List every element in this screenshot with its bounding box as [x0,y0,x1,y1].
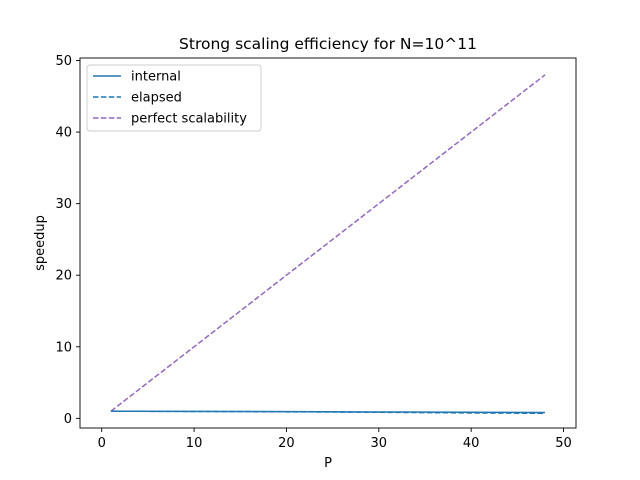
x-tick-label: 20 [278,436,295,451]
series-line-perfect-scalability [110,74,546,412]
x-axis-label: P [324,456,332,471]
legend: internal elapsed perfect scalability [86,64,262,132]
series-group [110,74,546,415]
legend-label: elapsed [131,91,182,106]
x-tick-label: 10 [186,436,203,451]
x-tick-label: 30 [371,436,388,451]
x-tick-label: 50 [555,436,572,451]
y-ticks: 0 10 20 30 40 50 [55,54,80,427]
y-tick-label: 50 [55,54,72,69]
y-tick-label: 20 [55,269,72,284]
x-tick-label: 40 [463,436,480,451]
axes-frame [79,57,577,429]
x-ticks: 0 10 20 30 40 50 [98,428,572,451]
y-axis-label: speedup [33,215,48,271]
series-line-internal [110,410,546,414]
x-tick-label: 0 [98,436,106,451]
legend-box [86,64,262,132]
y-tick-label: 40 [55,126,72,141]
chart-title: Strong scaling efficiency for N=10^11 [179,35,477,53]
legend-label: internal [131,70,181,85]
y-tick-label: 10 [55,340,72,355]
y-tick-label: 30 [55,197,72,212]
legend-items: internal elapsed perfect scalability [93,70,247,127]
legend-label: perfect scalability [131,112,247,127]
y-tick-label: 0 [64,412,72,427]
